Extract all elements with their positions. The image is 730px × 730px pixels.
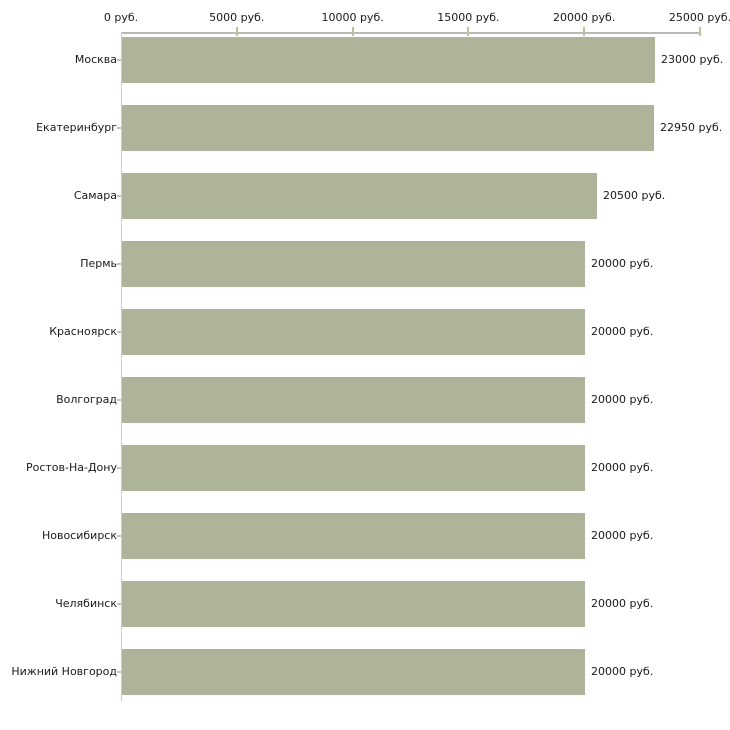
category-label: Новосибирск [41, 529, 117, 542]
x-axis-line [121, 32, 701, 34]
bar [122, 105, 654, 151]
category-label: Нижний Новгород [11, 665, 117, 678]
x-tick-mark [583, 27, 586, 36]
x-tick-mark [235, 27, 238, 36]
x-tick-label: 20000 руб. [553, 11, 616, 24]
x-tick-label: 5000 руб. [209, 11, 265, 24]
category-tick-mark [117, 399, 121, 401]
bar [122, 649, 585, 695]
value-label: 20000 руб. [591, 597, 654, 610]
value-label: 20000 руб. [591, 461, 654, 474]
bar [122, 309, 585, 355]
x-tick-label: 10000 руб. [321, 11, 384, 24]
category-tick-mark [117, 127, 121, 129]
category-tick-mark [117, 195, 121, 197]
category-tick-mark [117, 603, 121, 605]
value-label: 20000 руб. [591, 257, 654, 270]
category-tick-mark [117, 263, 121, 265]
bar [122, 513, 585, 559]
value-label: 22950 руб. [660, 121, 723, 134]
x-tick-mark [467, 27, 470, 36]
bar [122, 173, 597, 219]
value-label: 20000 руб. [591, 393, 654, 406]
category-tick-mark [117, 467, 121, 469]
category-label: Красноярск [49, 325, 117, 338]
bar [122, 581, 585, 627]
x-tick-label: 0 руб. [103, 11, 139, 24]
category-label: Самара [73, 189, 117, 202]
y-axis-line [121, 32, 122, 701]
x-tick-label: 25000 руб. [668, 11, 730, 24]
category-label: Челябинск [55, 597, 117, 610]
category-tick-mark [117, 535, 121, 537]
bar [122, 37, 655, 83]
category-tick-mark [117, 331, 121, 333]
bar [122, 445, 585, 491]
bar [122, 241, 585, 287]
category-label: Волгоград [56, 393, 117, 406]
bar [122, 377, 585, 423]
category-tick-mark [117, 59, 121, 61]
x-tick-mark [351, 27, 354, 36]
category-label: Пермь [80, 257, 117, 270]
category-label: Екатеринбург [36, 121, 117, 134]
category-label: Москва [74, 53, 117, 66]
x-tick-label: 15000 руб. [437, 11, 500, 24]
category-label: Ростов-На-Дону [25, 461, 117, 474]
category-tick-mark [117, 671, 121, 673]
value-label: 20500 руб. [603, 189, 666, 202]
x-tick-mark [699, 27, 701, 36]
value-label: 20000 руб. [591, 529, 654, 542]
value-label: 23000 руб. [661, 53, 724, 66]
value-label: 20000 руб. [591, 325, 654, 338]
value-label: 20000 руб. [591, 665, 654, 678]
